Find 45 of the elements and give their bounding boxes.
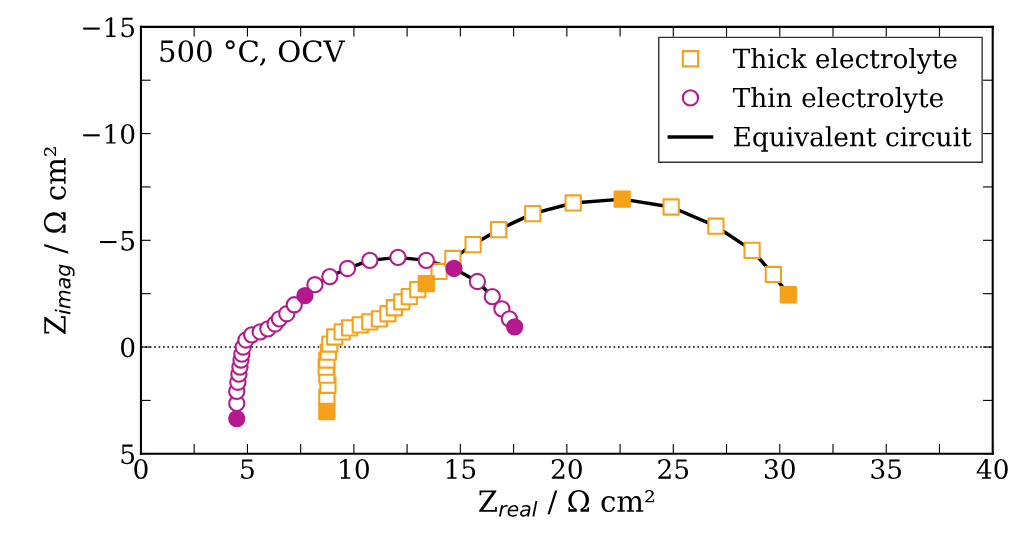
y-tick-label: −10 bbox=[83, 124, 135, 144]
point bbox=[707, 217, 725, 235]
point bbox=[483, 288, 501, 306]
x-tick-label: 40 bbox=[976, 459, 1008, 480]
point bbox=[743, 241, 761, 259]
legend-label: Equivalent circuit bbox=[734, 126, 972, 152]
point bbox=[445, 259, 463, 278]
y-axis-title: Z$_{imag}$ / Ω cm² bbox=[43, 147, 75, 335]
point bbox=[306, 276, 324, 294]
annotation: 500 °C, OCV bbox=[160, 40, 346, 66]
y-tick-label: 5 bbox=[121, 444, 135, 465]
x-tick-label: 20 bbox=[551, 459, 582, 480]
point bbox=[285, 296, 303, 314]
x-tick-label: 10 bbox=[340, 459, 369, 480]
x-tick-label: 5 bbox=[241, 459, 254, 480]
point bbox=[506, 318, 524, 336]
point bbox=[490, 220, 508, 239]
point bbox=[417, 274, 435, 293]
y-tick-label: −5 bbox=[99, 231, 135, 251]
legend-label: Thin electrolyte bbox=[732, 87, 943, 113]
point bbox=[613, 190, 631, 208]
x-tick-label: 0 bbox=[134, 459, 148, 480]
point bbox=[662, 198, 680, 216]
point bbox=[296, 286, 314, 305]
point bbox=[361, 251, 379, 270]
point bbox=[318, 402, 336, 421]
x-tick-label: 25 bbox=[658, 459, 689, 480]
point bbox=[321, 267, 339, 286]
x-tick-label: 30 bbox=[764, 459, 795, 480]
point bbox=[464, 235, 482, 254]
point bbox=[228, 409, 246, 428]
point bbox=[779, 286, 797, 304]
x-axis-title: Z$_{real}$ / Ω cm² bbox=[479, 490, 654, 517]
point bbox=[468, 272, 487, 291]
point bbox=[338, 259, 357, 278]
point bbox=[417, 251, 435, 270]
x-tick-label: 35 bbox=[871, 459, 901, 480]
point bbox=[524, 204, 542, 223]
point bbox=[764, 265, 783, 284]
x-tick-label: 15 bbox=[446, 459, 476, 480]
y-tick-label: −15 bbox=[83, 17, 135, 38]
legend-label: Thick electrolyte bbox=[732, 47, 957, 74]
point bbox=[564, 194, 582, 212]
point bbox=[389, 248, 407, 267]
y-tick-label: 0 bbox=[121, 337, 135, 358]
